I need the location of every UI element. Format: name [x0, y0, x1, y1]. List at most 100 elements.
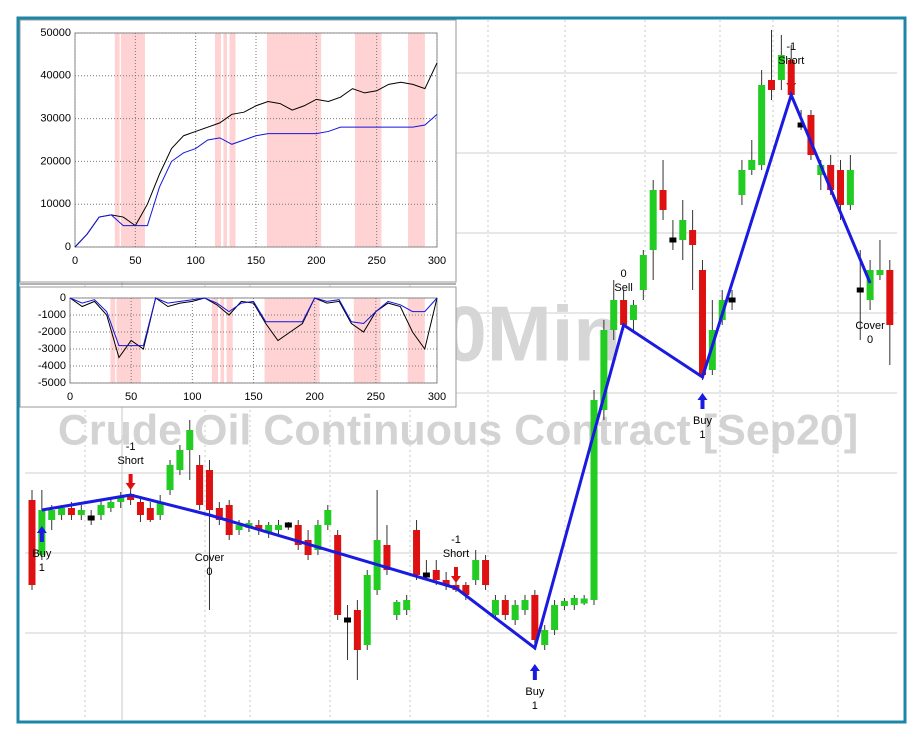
shaded-region	[110, 298, 116, 383]
candle-body	[817, 165, 825, 175]
trade-qty: -1	[451, 534, 461, 546]
x-tick-label: 50	[129, 255, 141, 267]
candle-body	[146, 508, 154, 520]
y-tick-label: 0	[65, 241, 71, 253]
candle-body	[600, 330, 608, 410]
candle-body	[28, 500, 36, 585]
shaded-region	[214, 33, 222, 247]
trade-action: Sell	[614, 282, 632, 294]
candle-body	[48, 510, 56, 520]
shaded-region	[116, 298, 141, 383]
candle-body	[186, 430, 194, 450]
candle-body	[669, 237, 677, 243]
candle-body	[215, 508, 223, 520]
frame	[16, 16, 907, 724]
trade-action: Short	[443, 548, 469, 560]
candle-body	[107, 502, 115, 508]
candle-body	[127, 494, 135, 500]
candle-body	[560, 601, 568, 606]
candle-body	[629, 305, 637, 320]
candle-body	[284, 522, 292, 528]
y-tick-label: -4000	[38, 360, 66, 372]
candle-body	[797, 122, 805, 128]
x-tick-label: 50	[125, 391, 137, 403]
candle-body	[117, 496, 125, 502]
candle-body	[304, 540, 312, 555]
shaded-region	[354, 33, 382, 247]
candle-body	[196, 465, 204, 505]
candle-body	[255, 525, 263, 530]
y-tick-label: 40000	[40, 70, 71, 82]
candle-body	[541, 630, 549, 645]
trade-action: Buy	[32, 548, 51, 560]
candle-body	[324, 510, 332, 525]
candle-body	[422, 572, 430, 578]
candle-body	[462, 585, 470, 595]
candle-body	[570, 598, 578, 605]
candle-body	[353, 610, 361, 650]
x-tick-label: 100	[186, 255, 204, 267]
candle-body	[827, 165, 835, 190]
y-tick-label: 20000	[40, 155, 71, 167]
candle-body	[610, 300, 618, 330]
candle-body	[659, 190, 667, 210]
trade-line	[41, 90, 872, 651]
x-tick-label: 100	[183, 391, 201, 403]
candle-body	[58, 508, 66, 515]
candle-body	[511, 605, 519, 620]
buy-arrow	[697, 393, 708, 409]
candle-body	[265, 525, 273, 532]
candle-body	[758, 85, 766, 165]
candle-body	[97, 505, 105, 515]
candle-body	[235, 525, 243, 530]
trade-action: Cover	[855, 320, 885, 332]
y-tick-label: -3000	[38, 343, 66, 355]
candle-body	[363, 575, 371, 645]
trade-qty: -1	[126, 441, 136, 453]
candle-body	[866, 270, 874, 300]
candle-body	[649, 190, 657, 250]
shaded-region	[266, 33, 322, 247]
candle-body	[846, 170, 854, 205]
candle-body	[531, 595, 539, 640]
shaded-region	[120, 33, 145, 247]
candle-body	[886, 270, 894, 325]
short-arrow	[450, 567, 461, 583]
watermark-title: Crude Oil Continuous Contract [Sep20]	[58, 406, 858, 454]
trade-qty: 0	[867, 334, 873, 346]
candle-body	[491, 600, 499, 615]
y-tick-label: -5000	[38, 377, 66, 389]
trade-qty: 1	[699, 429, 705, 441]
shaded-region	[229, 33, 236, 247]
x-tick-label: 0	[72, 255, 78, 267]
short-arrow	[786, 74, 797, 90]
candle-body	[275, 525, 282, 530]
x-tick-label: 0	[67, 391, 73, 403]
shaded-region	[223, 33, 228, 247]
shaded-region	[226, 298, 233, 383]
trade-qty: 1	[532, 700, 538, 712]
y-tick-label: 0	[60, 292, 66, 304]
candle-body	[314, 525, 322, 550]
trade-action: Buy	[693, 415, 712, 427]
candle-body	[334, 535, 342, 615]
candle-body	[748, 160, 756, 170]
trade-qty: -1	[786, 41, 796, 53]
series-line	[74, 113, 438, 248]
candle-body	[432, 570, 440, 580]
shaded-region	[407, 298, 425, 383]
candle-body	[689, 230, 697, 245]
y-tick-label: -1000	[38, 309, 66, 321]
x-tick-label: 150	[244, 391, 262, 403]
x-tick-label: 250	[367, 391, 385, 403]
candle-body	[136, 502, 144, 515]
shaded-region	[114, 33, 120, 247]
candle-body	[166, 465, 174, 490]
x-tick-label: 250	[367, 255, 385, 267]
candle-body	[768, 80, 775, 90]
x-tick-label: 200	[307, 255, 325, 267]
trade-qty: 0	[621, 268, 627, 280]
short-arrow	[125, 474, 136, 490]
candle-body	[580, 598, 588, 604]
